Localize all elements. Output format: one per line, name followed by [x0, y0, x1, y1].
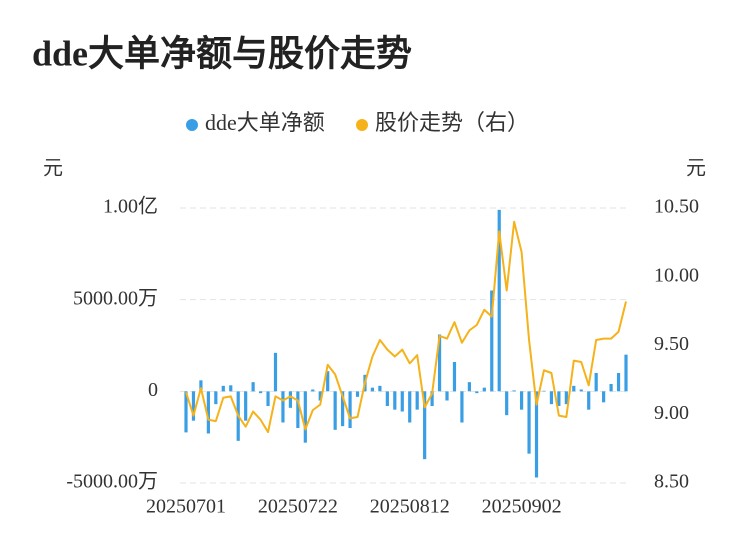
bar [251, 382, 255, 392]
bar [594, 373, 598, 392]
bar [616, 373, 621, 392]
x-tick-label: 20250722 [258, 496, 338, 518]
bar [519, 391, 524, 410]
bar [542, 390, 546, 392]
y2-tick-label: 10.00 [654, 264, 699, 286]
y2-axis-label: 元 [686, 158, 706, 180]
bar [475, 391, 479, 394]
bar [549, 391, 554, 405]
y2-tick-label: 9.00 [654, 402, 689, 424]
bar [415, 391, 419, 410]
bar [333, 391, 337, 430]
bar [497, 209, 501, 392]
bar [385, 391, 389, 406]
bar [229, 385, 233, 392]
bar [467, 382, 471, 392]
bar [326, 371, 330, 392]
bar [393, 391, 397, 410]
bar [311, 389, 315, 392]
bar [355, 391, 360, 397]
bar [206, 391, 210, 434]
y2-tick-label: 9.50 [654, 333, 689, 355]
bar [199, 380, 203, 392]
bar [184, 391, 188, 433]
bar [587, 391, 591, 410]
bar [564, 391, 568, 405]
bar [534, 391, 539, 478]
bar [221, 385, 225, 392]
bar [318, 391, 322, 401]
bar [602, 391, 606, 403]
bar [288, 391, 293, 408]
bar [378, 385, 382, 392]
bar [400, 391, 404, 412]
y2-tick-label: 8.50 [654, 471, 689, 493]
bar [609, 384, 613, 392]
bar [191, 391, 196, 421]
bar [296, 391, 300, 428]
bar [445, 391, 449, 401]
y-tick-label: -5000.00万 [66, 471, 158, 493]
bar [579, 389, 583, 392]
bar [303, 391, 307, 443]
y2-tick-label: 10.50 [654, 196, 699, 218]
bar [490, 290, 494, 392]
bar [624, 354, 628, 392]
bar [505, 391, 509, 416]
bar [348, 391, 352, 428]
y-tick-label: 0 [148, 379, 158, 401]
chart-title: dde大单净额与股价走势 [32, 33, 412, 73]
bar [258, 391, 263, 394]
bar [266, 391, 270, 406]
bar [527, 391, 531, 454]
x-tick-label: 20250701 [146, 496, 226, 518]
bar [370, 387, 375, 392]
bar [341, 391, 345, 427]
legend-marker [186, 119, 198, 131]
legend-marker [356, 119, 368, 131]
bar [244, 391, 248, 421]
bar [512, 390, 516, 392]
bar [430, 391, 434, 406]
bar [557, 391, 561, 406]
x-tick-label: 20250902 [482, 496, 562, 518]
bar [452, 362, 457, 392]
bar [408, 391, 412, 423]
bar [572, 385, 576, 392]
legend-label: dde大单净额 [205, 110, 325, 135]
y-tick-label: 1.00亿 [103, 195, 158, 218]
bar [273, 352, 278, 392]
y-axis-label: 元 [43, 158, 63, 180]
bar [281, 391, 285, 423]
legend-label: 股价走势（右） [375, 110, 529, 135]
price-line [185, 220, 627, 434]
bar [482, 387, 486, 392]
bar [423, 391, 427, 460]
x-tick-label: 20250812 [370, 496, 450, 518]
bar [214, 391, 218, 405]
y-tick-label: 5000.00万 [73, 287, 158, 309]
bar [437, 334, 442, 392]
bar [460, 391, 464, 423]
